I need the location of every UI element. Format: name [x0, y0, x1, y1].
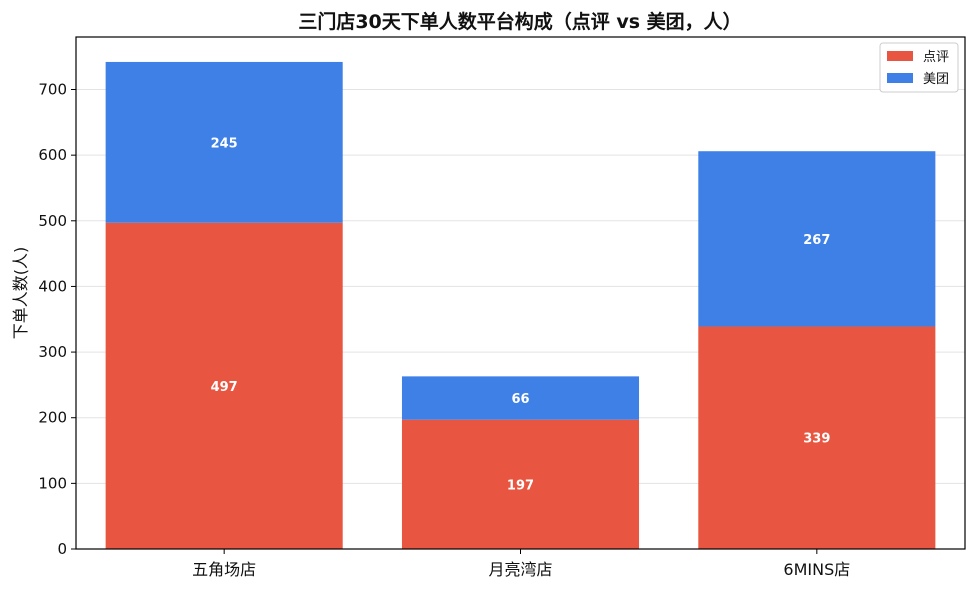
- y-tick-label: 500: [38, 212, 67, 230]
- bar-meituan: [401, 376, 640, 420]
- bar-dianping: [401, 419, 640, 549]
- bar-value-label: 245: [211, 136, 238, 151]
- bar-value-label: 197: [507, 478, 534, 493]
- y-axis-label: 下单人数(人): [11, 247, 30, 340]
- y-tick-label: 600: [38, 146, 67, 164]
- bar-value-label: 267: [803, 233, 830, 248]
- tick-labels: 0 100 200 300 400 500 600 700 五角场店 月亮湾店 6MINS店: [38, 81, 850, 579]
- x-category-label: 6MINS店: [783, 560, 850, 579]
- bar-value-label: 339: [803, 432, 830, 447]
- y-tick-label: 100: [38, 474, 67, 492]
- legend-swatch: [887, 51, 913, 61]
- bar-value-label: 497: [211, 380, 238, 395]
- y-tick-label: 300: [38, 343, 67, 361]
- bar-value-label: 66: [511, 392, 529, 407]
- bars: [105, 61, 936, 549]
- x-category-label: 月亮湾店: [488, 560, 552, 579]
- bar-dianping: [698, 326, 936, 549]
- bar-dianping: [105, 222, 343, 549]
- bar-meituan: [105, 61, 343, 223]
- bar-meituan: [698, 151, 936, 327]
- legend-swatch: [887, 73, 913, 83]
- legend-label: 点评: [923, 50, 949, 65]
- y-tick-label: 0: [57, 540, 67, 558]
- y-tick-label: 700: [38, 81, 67, 99]
- x-category-label: 五角场店: [192, 560, 256, 579]
- chart-title: 三门店30天下单人数平台构成（点评 vs 美团，人）: [298, 10, 741, 33]
- y-tick-label: 400: [38, 277, 67, 295]
- y-tick-label: 200: [38, 409, 67, 427]
- legend-label: 美团: [923, 72, 949, 87]
- bar-value-labels: 497 245 197 66 339 267: [211, 136, 831, 493]
